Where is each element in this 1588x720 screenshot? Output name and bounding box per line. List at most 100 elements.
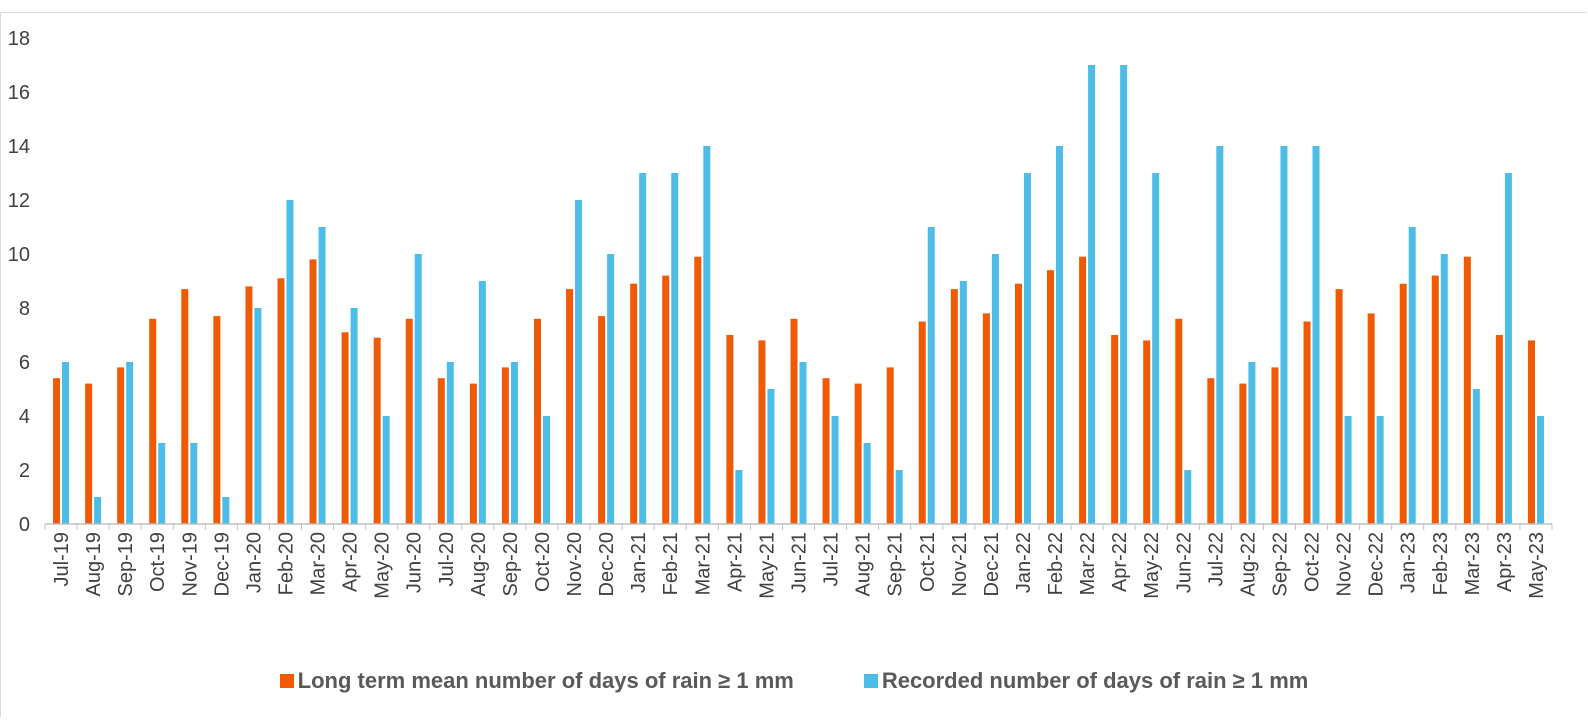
bar-long-term-mean	[309, 259, 317, 524]
bar-long-term-mean	[758, 340, 766, 524]
y-tick-label: 10	[8, 244, 30, 266]
bar-recorded	[1088, 65, 1096, 524]
bar-recorded	[158, 443, 166, 524]
bar-long-term-mean	[1271, 367, 1279, 524]
bar-recorded	[478, 281, 486, 524]
bar-long-term-mean	[1367, 313, 1375, 524]
x-tick-label: Apr-20	[340, 532, 362, 592]
bar-long-term-mean	[373, 337, 381, 524]
bar-long-term-mean	[117, 367, 125, 524]
y-tick-label: 12	[8, 190, 30, 212]
bar-long-term-mean	[1303, 321, 1311, 524]
bar-long-term-mean	[854, 383, 862, 524]
bar-recorded	[703, 146, 711, 524]
bar-recorded	[350, 308, 358, 524]
x-tick-label: Sep-21	[885, 532, 907, 597]
bar-long-term-mean	[341, 332, 349, 524]
bar-long-term-mean	[1239, 383, 1247, 524]
bar-recorded	[1312, 146, 1320, 524]
bar-recorded	[190, 443, 198, 524]
x-tick-label: Feb-21	[660, 532, 682, 595]
legend-item-recorded: Recorded number of days of rain ≥ 1 mm	[863, 668, 1308, 694]
bar-recorded	[254, 308, 262, 524]
bar-recorded	[735, 470, 743, 524]
x-tick-label: Jan-22	[1013, 532, 1035, 593]
bar-long-term-mean	[469, 383, 477, 524]
x-tick-label: Apr-23	[1494, 532, 1516, 592]
legend: Long term mean number of days of rain ≥ …	[0, 668, 1588, 694]
bar-long-term-mean	[245, 286, 253, 524]
x-tick-label: Sep-19	[115, 532, 137, 597]
bar-long-term-mean	[1079, 256, 1087, 524]
x-axis-ticks: Jul-19 Aug-19 Sep-19 Oct-19 Nov-19 Dec-19 Jan-…	[44, 524, 1553, 599]
bar-long-term-mean	[1431, 275, 1439, 524]
x-tick-label: Jul-19	[51, 532, 73, 586]
x-tick-label: Jun-22	[1173, 532, 1195, 593]
x-tick-label: Sep-20	[500, 532, 522, 597]
x-tick-label: Aug-21	[853, 532, 875, 597]
bar-long-term-mean	[822, 378, 830, 524]
bar-recorded	[382, 416, 390, 524]
bar-long-term-mean	[1399, 283, 1407, 524]
x-tick-label: Feb-20	[275, 532, 297, 595]
x-tick-label: Dec-22	[1366, 532, 1388, 596]
bar-long-term-mean	[501, 367, 509, 524]
bar-long-term-mean	[1495, 335, 1503, 524]
legend-item-long-term-mean: Long term mean number of days of rain ≥ …	[279, 668, 794, 694]
bar-recorded	[1023, 173, 1031, 524]
x-tick-label: Jan-23	[1398, 532, 1420, 593]
bar-recorded	[1344, 416, 1352, 524]
bar-recorded	[831, 416, 839, 524]
bar-recorded	[959, 281, 967, 524]
x-tick-label: Oct-20	[532, 532, 554, 592]
bar-recorded	[222, 497, 230, 524]
y-axis-ticks: 0 2 4 6 8 10 12 14 16 18	[8, 28, 30, 536]
x-tick-label: Aug-22	[1237, 532, 1259, 597]
bar-recorded	[1184, 470, 1192, 524]
x-tick-label: Jan-20	[243, 532, 265, 593]
bar-recorded	[1056, 146, 1064, 524]
bar-recorded	[607, 254, 615, 524]
bar-recorded	[671, 173, 679, 524]
x-tick-label: Feb-22	[1045, 532, 1067, 595]
bar-long-term-mean	[53, 378, 61, 524]
bar-recorded	[510, 362, 518, 524]
y-tick-label: 14	[8, 136, 30, 158]
x-tick-label: May-21	[756, 532, 778, 599]
legend-swatch-recorded	[863, 674, 878, 688]
x-tick-label: Aug-20	[468, 532, 490, 597]
bar-long-term-mean	[1143, 340, 1151, 524]
bar-recorded	[1536, 416, 1544, 524]
bar-recorded	[1440, 254, 1448, 524]
x-tick-label: Mar-23	[1462, 532, 1484, 595]
x-tick-label: May-22	[1141, 532, 1163, 599]
x-tick-label: Dec-21	[981, 532, 1003, 596]
x-tick-label: Jun-21	[789, 532, 811, 593]
bar-recorded	[799, 362, 807, 524]
bar-long-term-mean	[1335, 289, 1343, 524]
x-tick-label: May-23	[1526, 532, 1548, 599]
bar-long-term-mean	[950, 289, 958, 524]
x-tick-label: Nov-21	[949, 532, 971, 596]
bar-recorded	[1376, 416, 1384, 524]
x-tick-label: Mar-21	[692, 532, 714, 595]
legend-swatch-long-term-mean	[279, 674, 294, 688]
bar-recorded	[575, 200, 583, 524]
bar-recorded	[286, 200, 294, 524]
bar-recorded	[1472, 389, 1480, 524]
y-tick-label: 18	[8, 28, 30, 50]
bar-recorded	[1152, 173, 1160, 524]
bar-recorded	[318, 227, 326, 524]
chart-frame	[0, 12, 1586, 717]
x-tick-label: Jul-21	[821, 532, 843, 586]
bar-recorded	[991, 254, 999, 524]
y-tick-label: 6	[19, 352, 30, 374]
x-tick-label: Apr-22	[1109, 532, 1131, 592]
bar-recorded	[927, 227, 935, 524]
bar-recorded	[639, 173, 647, 524]
bar-long-term-mean	[1111, 335, 1119, 524]
x-tick-label: Apr-21	[724, 532, 746, 592]
bar-long-term-mean	[533, 318, 541, 524]
x-tick-label: Jan-21	[628, 532, 650, 593]
bar-long-term-mean	[437, 378, 445, 524]
